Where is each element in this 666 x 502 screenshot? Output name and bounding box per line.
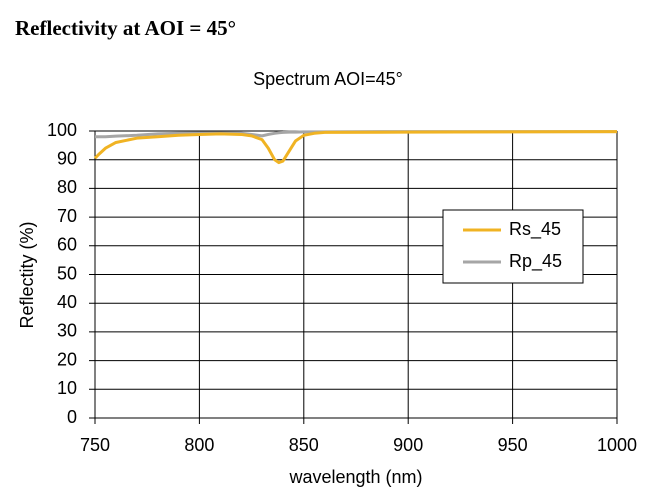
y-tick-label: 50 [57, 263, 77, 283]
x-tick-label: 750 [80, 435, 110, 455]
y-tick-label: 20 [57, 349, 77, 369]
legend-label: Rs_45 [509, 219, 561, 240]
legend-box [442, 209, 584, 284]
y-tick-label: 100 [47, 120, 77, 140]
legend-label: Rp_45 [509, 251, 562, 272]
x-tick-label: 800 [184, 435, 214, 455]
series-line [93, 130, 618, 165]
y-tick-label: 0 [67, 407, 77, 427]
y-tick-label: 60 [57, 235, 77, 255]
x-tick-label: 850 [289, 435, 319, 455]
x-tick-label: 950 [498, 435, 528, 455]
y-tick-label: 30 [57, 321, 77, 341]
x-axis-label: wavelength (nm) [288, 467, 422, 487]
y-axis-label: Reflectity (%) [17, 221, 37, 328]
x-tick-label: 1000 [597, 435, 637, 455]
y-tick-label: 80 [57, 177, 77, 197]
x-tick-label: 900 [393, 435, 423, 455]
y-tick-label: 10 [57, 378, 77, 398]
y-tick-label: 90 [57, 148, 77, 168]
page-heading: Reflectivity at AOI = 45° [15, 16, 236, 40]
y-tick-label: 70 [57, 206, 77, 226]
chart-title: Spectrum AOI=45° [253, 69, 403, 89]
y-tick-label: 40 [57, 292, 77, 312]
